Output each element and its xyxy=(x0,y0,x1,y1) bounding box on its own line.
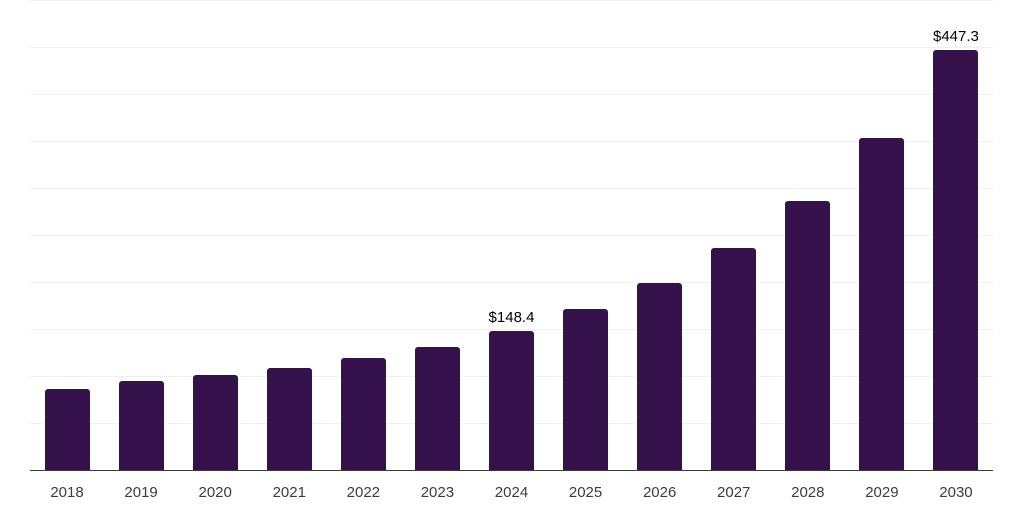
x-tick-label-2019: 2019 xyxy=(124,484,158,501)
bar-2023 xyxy=(414,346,460,470)
x-tick-label-2024: 2024 xyxy=(494,484,529,501)
bar-value-label-2024: $148.4 xyxy=(488,308,535,326)
x-tick-label-2022: 2022 xyxy=(346,484,381,501)
bar-2022 xyxy=(340,358,386,470)
gridline xyxy=(30,282,993,283)
gridline xyxy=(30,235,993,236)
gridline xyxy=(30,141,993,142)
x-tick-label-2020: 2020 xyxy=(198,484,232,501)
bar-2028 xyxy=(785,201,831,470)
x-tick-label-2027: 2027 xyxy=(717,484,751,501)
gridline xyxy=(30,188,993,189)
bar-2021 xyxy=(266,367,312,470)
x-tick-label-2018: 2018 xyxy=(50,484,84,501)
bar-2024 xyxy=(489,330,534,470)
x-tick-label-2030: 2030 xyxy=(939,484,973,501)
x-tick-label-2029: 2029 xyxy=(865,484,899,501)
bar-value-label-2030: $447.3 xyxy=(933,27,979,45)
x-tick-label-2021: 2021 xyxy=(272,484,306,501)
bar-2018 xyxy=(44,389,90,470)
x-tick-label-2028: 2028 xyxy=(791,484,825,501)
x-tick-label-2025: 2025 xyxy=(568,484,603,501)
bar-2030 xyxy=(933,49,979,470)
gridline xyxy=(30,329,993,330)
bar-2026 xyxy=(637,282,683,470)
bar-2020 xyxy=(192,375,238,470)
bar-2029 xyxy=(859,138,905,470)
x-axis-line xyxy=(30,470,993,471)
bar-2019 xyxy=(118,380,164,470)
bar-2025 xyxy=(563,309,609,470)
gridline xyxy=(30,94,993,95)
x-tick-label-2026: 2026 xyxy=(642,484,677,501)
gridline xyxy=(30,47,993,48)
x-tick-label-2023: 2023 xyxy=(420,484,455,501)
gridline xyxy=(30,0,993,1)
bar-2027 xyxy=(711,248,757,470)
